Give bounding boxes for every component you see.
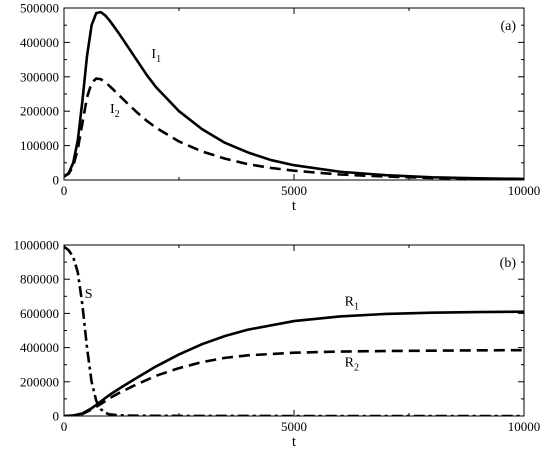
curve-label-text: R [345,355,355,370]
x-tick-label: 5000 [281,419,307,434]
y-tick-label: 0 [53,173,60,188]
y-tick-label: 600000 [20,306,59,321]
panel-tag: (b) [500,256,517,271]
curve-label-text: R [345,295,355,310]
plot-frame [63,7,525,181]
y-tick-label: 200000 [20,104,59,119]
series-line-i2 [64,77,524,180]
curve-label-text: S [85,287,93,302]
y-tick-label: 800000 [20,272,59,287]
x-tick-label: 10000 [508,419,541,434]
x-axis-title: t [292,434,297,450]
x-tick-label: 5000 [281,183,307,198]
y-tick-label: 400000 [20,340,59,355]
curve-label-subscript: 2 [115,109,120,120]
x-axis-title: t [292,198,297,214]
curve-label-subscript: 1 [156,54,161,65]
y-tick-label: 400000 [20,35,59,50]
y-tick-label: 100000 [20,138,59,153]
curve-label: R2 [345,355,359,373]
y-tick-label: 0 [53,409,60,424]
x-tick-label: 0 [61,183,68,198]
y-tick-label: 500000 [20,1,59,16]
curve-label-text: I [151,47,156,62]
y-tick-label: 300000 [20,69,59,84]
panel-a-chart: 0 5000 10000010000020000030000040000050000… [20,1,540,215]
y-tick-label: 1000000 [14,238,60,253]
series-line-r1 [64,310,524,416]
curve-label: I2 [110,102,120,120]
y-tick-label: 200000 [20,374,59,389]
panel-tag: (a) [500,19,516,34]
curve-label-subscript: 1 [354,302,359,313]
curve-label: S [85,287,93,302]
curve-label: R1 [345,295,359,313]
plot-frame [63,244,525,417]
curve-label-text: I [110,102,115,117]
panel-b-chart: 0 5000 10000 0 200000 400000 600000 800000 10000… [14,238,541,451]
x-tick-label: 0 [61,419,68,434]
series-line-i1 [64,10,524,180]
series-line-r2 [64,348,524,416]
curve-label: I1 [151,47,161,65]
curve-label-subscript: 2 [354,362,359,373]
x-tick-label: 10000 [508,183,541,198]
series-line-s [64,245,524,416]
